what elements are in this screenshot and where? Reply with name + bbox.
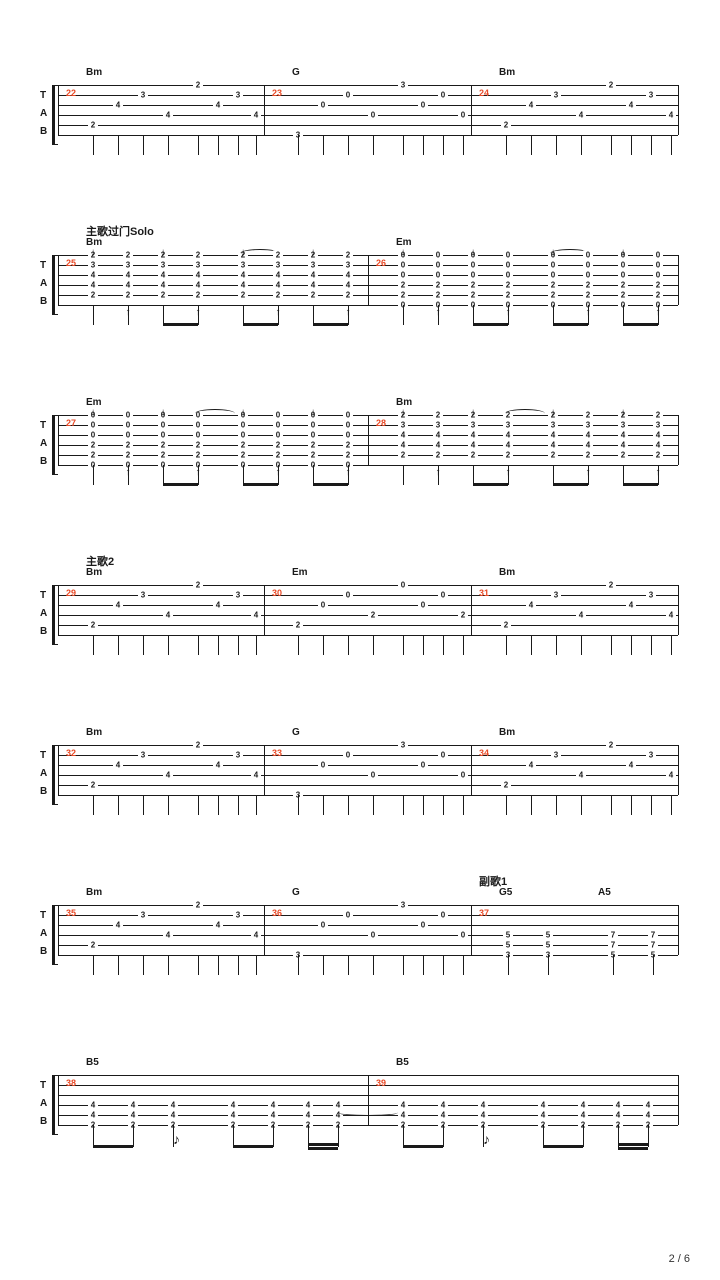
- tab-system: TAB35Bm2434243436G3000300037G5A5副歌155355…: [58, 905, 678, 995]
- tab-page: 2 / 6 TAB22Bm2434243423G3000300024Bm2434…: [0, 0, 720, 1280]
- tab-system: TAB22Bm2434243423G3000300024Bm24342434: [58, 85, 678, 175]
- tab-system: TAB32Bm2434243433G3000300034Bm24342434: [58, 745, 678, 835]
- tab-system: TAB主歌过门Solo25Bm23442↓23442↑23442↓23442↑2…: [58, 255, 678, 345]
- tab-system: TAB38B5442442442♪44244244244239B54424424…: [58, 1075, 678, 1165]
- tab-system: TAB主歌229Bm2434243430Em2002000231Bm243424…: [58, 585, 678, 675]
- page-number: 2 / 6: [669, 1253, 690, 1265]
- tab-system: TAB27Em000220↓000220↑000220↓000220↑00022…: [58, 415, 678, 505]
